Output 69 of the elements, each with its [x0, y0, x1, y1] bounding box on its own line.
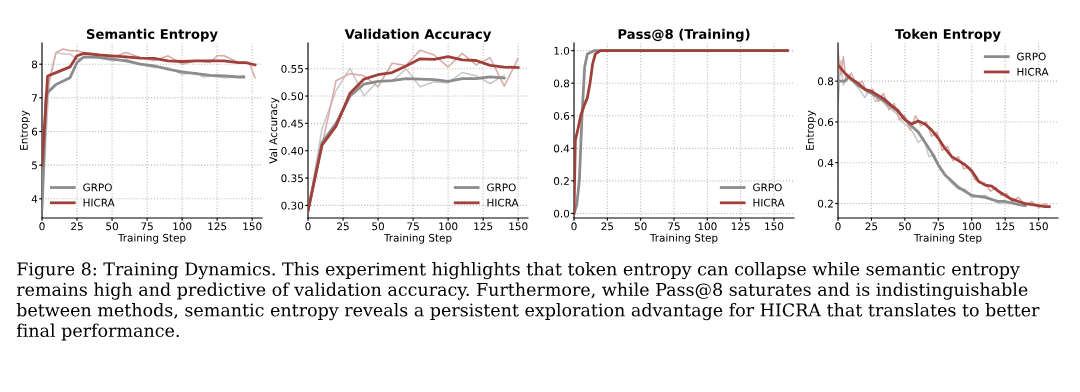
- legend-label: HICRA: [83, 198, 115, 207]
- x-tick-label: 75: [668, 222, 680, 231]
- x-tick-label: 75: [932, 222, 945, 231]
- legend-label: GRPO: [1017, 52, 1046, 61]
- x-tick-label: 150: [1029, 222, 1048, 231]
- chart-title: Validation Accuracy: [344, 28, 492, 42]
- y-tick-label: 8: [31, 60, 38, 69]
- x-tick-label: 125: [474, 222, 493, 231]
- x-tick-label: 50: [372, 222, 384, 231]
- y-tick-label: 0.40: [281, 146, 304, 155]
- x-tick-label: 150: [243, 222, 262, 231]
- x-tick-label: 25: [337, 222, 349, 231]
- x-axis-title: Training Step: [117, 233, 186, 244]
- x-tick-label: 150: [509, 222, 528, 231]
- x-axis-title: Training Step: [913, 233, 982, 244]
- y-axis-title: Val Accuracy: [269, 97, 280, 164]
- y-tick-label: 0.0: [553, 209, 570, 218]
- y-tick-label: 0.4: [553, 144, 570, 153]
- legend-label: HICRA: [487, 198, 519, 207]
- chart-title: Semantic Entropy: [86, 28, 218, 42]
- x-tick-label: 50: [899, 222, 911, 231]
- y-tick-label: 0.35: [281, 174, 303, 183]
- x-axis-title: Training Step: [383, 233, 452, 244]
- x-tick-label: 125: [208, 222, 227, 231]
- y-tick-label: 0.4: [817, 158, 834, 167]
- x-tick-label: 0: [305, 222, 311, 231]
- y-tick-label: 4: [31, 195, 38, 203]
- chart-title: Pass@8 (Training): [618, 28, 750, 42]
- y-axis-title: Entropy: [806, 110, 816, 150]
- caption: Figure 8: Training Dynamics. This experiment highlights that token entropy can collapse while semantic entropy remains high and predictive of validation accuracy. Furthermore, while Pass@8 saturates and is indistinguishable between methods, semantic entropy reveals a persistent exploration advantage for HICRA that translates to better final performance.: [16, 262, 1040, 341]
- x-tick-label: 25: [865, 222, 878, 231]
- x-tick-label: 100: [698, 222, 717, 231]
- y-tick-label: 1.0: [554, 46, 570, 55]
- legend-label: GRPO: [83, 183, 112, 192]
- x-tick-label: 0: [571, 222, 577, 231]
- y-tick-label: 0.50: [281, 92, 304, 101]
- y-tick-label: 0.6: [553, 111, 570, 120]
- x-tick-label: 75: [141, 222, 153, 231]
- y-tick-label: 0.8: [553, 79, 570, 88]
- y-tick-label: 0.45: [281, 119, 303, 128]
- y-tick-label: 0.8: [817, 77, 834, 86]
- x-tick-label: 0: [835, 222, 841, 231]
- x-tick-label: 100: [962, 222, 981, 231]
- legend-label: GRPO: [487, 183, 516, 192]
- y-tick-label: 6: [31, 127, 38, 136]
- x-tick-label: 75: [407, 222, 419, 231]
- x-tick-label: 125: [996, 222, 1015, 231]
- legend-label: GRPO: [753, 183, 782, 192]
- chart-title: Token Entropy: [895, 28, 1001, 42]
- y-tick-label: 0.30: [281, 201, 304, 210]
- y-tick-label: 0.2: [553, 177, 569, 185]
- y-tick-label: 5: [32, 161, 37, 170]
- y-tick-label: 7: [32, 94, 37, 102]
- x-tick-label: 150: [765, 222, 784, 231]
- x-tick-label: 0: [39, 222, 45, 231]
- x-axis-title: Training Step: [649, 233, 718, 244]
- y-tick-label: 0.55: [281, 64, 303, 73]
- x-tick-label: 100: [173, 222, 192, 231]
- y-tick-label: 0.6: [817, 118, 834, 127]
- y-axis-title: Entropy: [20, 110, 30, 150]
- x-tick-label: 125: [731, 222, 750, 231]
- y-tick-label: 0.2: [817, 199, 833, 208]
- legend-label: HICRA: [1017, 67, 1049, 76]
- x-tick-label: 100: [439, 222, 458, 231]
- legend-label: HICRA: [753, 198, 785, 207]
- x-tick-label: 25: [71, 222, 83, 231]
- x-tick-label: 25: [601, 222, 614, 231]
- x-tick-label: 50: [634, 222, 647, 231]
- x-tick-label: 50: [106, 222, 118, 231]
